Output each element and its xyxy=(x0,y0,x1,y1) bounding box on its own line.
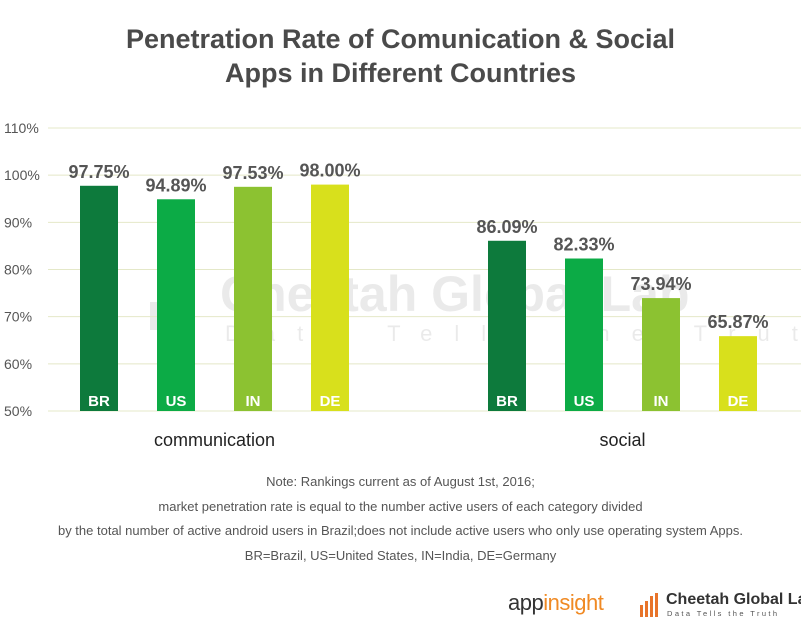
bar-value-label: 94.89% xyxy=(145,175,206,195)
footnote-line-2: market penetration rate is equal to the … xyxy=(158,498,643,514)
bar-country-label: BR xyxy=(496,393,518,410)
y-tick-label: 80% xyxy=(4,262,32,278)
group-label: social xyxy=(599,430,645,450)
bar-value-label: 98.00% xyxy=(299,161,360,181)
y-tick-label: 90% xyxy=(4,214,32,230)
bar-country-label: DE xyxy=(728,393,749,410)
bar-country-label: IN xyxy=(654,393,669,410)
bar-country-label: IN xyxy=(246,393,261,410)
footnote: Note: Rankings current as of August 1st,… xyxy=(0,470,801,568)
chart-title-line-2: Apps in Different Countries xyxy=(224,58,576,88)
bar xyxy=(234,186,272,411)
watermark-name: Cheetah Global Lab xyxy=(220,266,690,322)
appinsight-logo-insight: insight xyxy=(543,590,604,615)
y-tick-label: 50% xyxy=(4,403,32,419)
bar xyxy=(80,185,118,411)
cheetah-logo-tagline: Data Tells the Truth xyxy=(667,609,780,618)
bar-value-label: 97.53% xyxy=(222,163,283,183)
bars: 97.75% BR 94.89% US 97.53% IN 98.00% DE 86.09% BR… xyxy=(68,161,769,411)
bar-value-label: 86.09% xyxy=(476,217,537,237)
cheetah-logo-name: Cheetah Global Lab xyxy=(666,591,801,608)
bar xyxy=(719,336,757,411)
bar-chart: 110% 100% 90% 80% 70% 60% 50% 97.75% BR 94.89% US… xyxy=(4,120,801,450)
chart-title: Penetration Rate of Comunication & Socia… xyxy=(0,22,801,90)
bar-value-label: 82.33% xyxy=(553,235,614,255)
y-tick-label: 70% xyxy=(4,309,32,325)
appinsight-logo: appinsight xyxy=(508,590,604,616)
bar-value-label: 97.75% xyxy=(68,162,129,182)
bar-country-label: DE xyxy=(320,393,341,410)
y-tick-label: 60% xyxy=(4,356,32,372)
bar-value-label: 73.94% xyxy=(630,274,691,294)
bar-country-label: US xyxy=(574,393,595,410)
bar-value-label: 65.87% xyxy=(707,312,768,332)
y-tick-label: 100% xyxy=(4,167,40,183)
footnote-line-3: by the total number of active android us… xyxy=(57,523,744,538)
footnote-line-1: Note: Rankings current as of August 1st,… xyxy=(266,474,535,489)
appinsight-logo-app: app xyxy=(508,590,544,615)
bar-country-label: US xyxy=(166,393,187,410)
bar xyxy=(642,298,680,411)
cheetah-logo-icon xyxy=(640,593,658,617)
bar xyxy=(565,258,603,411)
bar xyxy=(157,199,195,411)
group-labels: communication social xyxy=(154,430,646,450)
bar xyxy=(311,184,349,411)
y-axis-ticks: 110% 100% 90% 80% 70% 60% 50% xyxy=(4,120,40,419)
bar-country-label: BR xyxy=(88,393,110,410)
group-label: communication xyxy=(154,430,275,450)
bar xyxy=(488,240,526,411)
footnote-line-4: BR=Brazil, US=United States, IN=India, D… xyxy=(244,547,557,563)
chart-title-line-1: Penetration Rate of Comunication & Socia… xyxy=(125,24,676,54)
y-tick-label: 110% xyxy=(4,120,39,136)
